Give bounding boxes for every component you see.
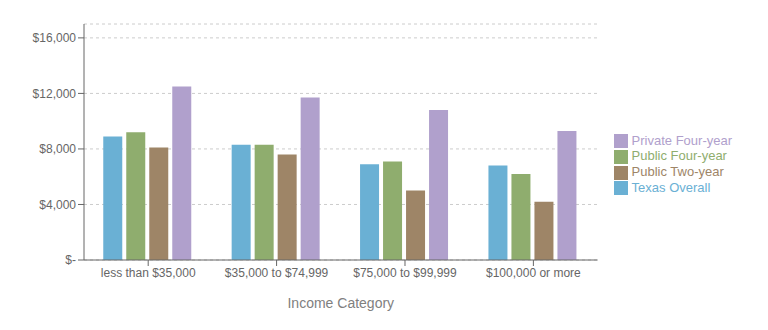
html-text:Private Four-year: Private Four-year: [631, 132, 732, 148]
svg-text:$12,000: $12,000: [33, 87, 77, 101]
svg-text:$-: $-: [65, 253, 76, 267]
html-text:Public Four-year: Public Four-year: [631, 148, 727, 164]
html-text:Texas Overall: Texas Overall: [631, 179, 711, 195]
svg-text:$100,000 or more: $100,000 or more: [486, 266, 581, 280]
svg-text:$16,000: $16,000: [33, 31, 77, 45]
svg-text:$75,000 to $99,999: $75,000 to $99,999: [353, 266, 457, 280]
svg-text:Income Category: Income Category: [287, 295, 394, 311]
svg-text:$8,000: $8,000: [39, 142, 76, 156]
svg-text:$35,000 to $74,999: $35,000 to $74,999: [225, 266, 329, 280]
svg-text:less than $35,000: less than $35,000: [101, 266, 196, 280]
html-text:Public Two-year: Public Two-year: [631, 164, 724, 179]
svg-text:$4,000: $4,000: [39, 198, 76, 212]
